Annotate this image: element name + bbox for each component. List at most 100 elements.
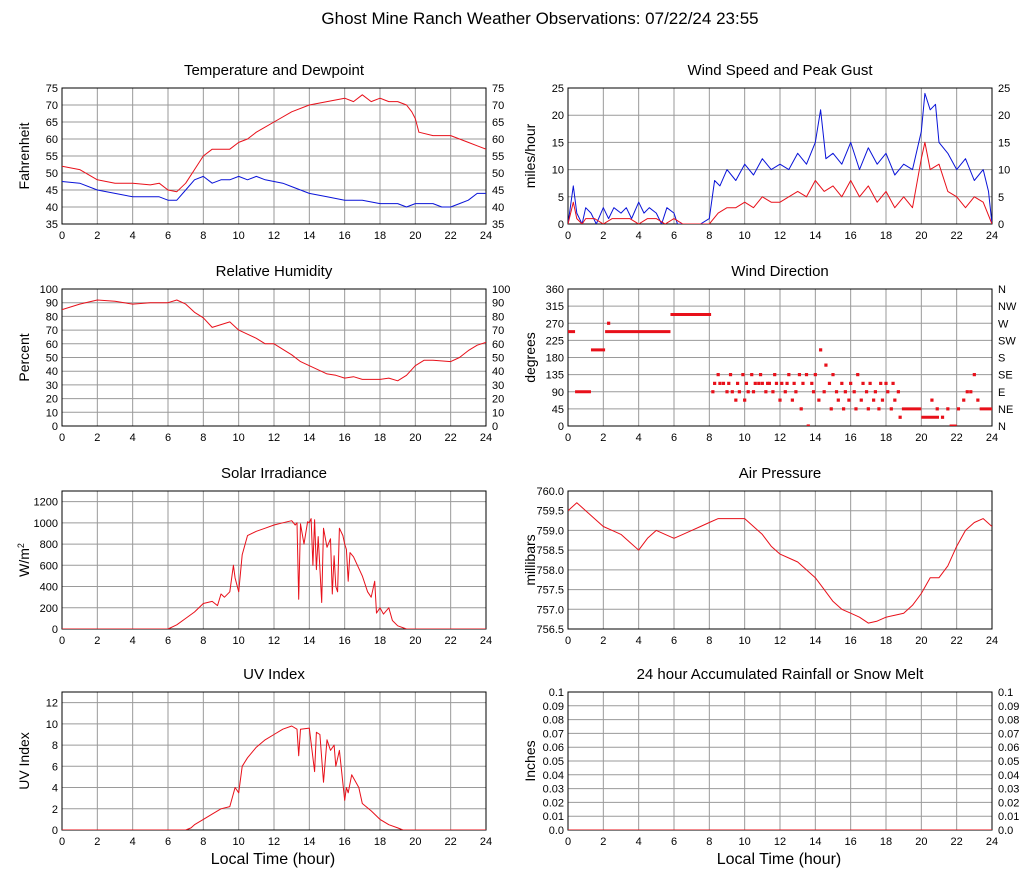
x-tick-label: 24 [480, 635, 492, 647]
x-tick-label: 2 [94, 635, 100, 647]
direction-point [753, 381, 757, 385]
x-tick-label: 2 [94, 836, 100, 848]
y-tick-label: 757.5 [536, 585, 564, 597]
y-tick-label: 0 [52, 421, 58, 433]
x-tick-label: 16 [845, 836, 857, 848]
y-axis-label-superscript: 2 [16, 543, 26, 548]
series-line [62, 175, 486, 208]
direction-point [713, 381, 717, 385]
y-tick-label: 25 [552, 83, 564, 95]
direction-point [886, 390, 890, 394]
x-tick-label: 18 [374, 230, 386, 242]
direction-point [864, 390, 869, 394]
y-tick-label-right: 55 [492, 151, 504, 163]
y-tick-label: 0 [52, 825, 58, 837]
direction-point [746, 390, 750, 394]
y-tick-label: 2 [52, 804, 58, 816]
y-tick-label: 135 [546, 370, 564, 382]
x-tick-label: 24 [986, 635, 998, 647]
y-tick-label: 1000 [34, 518, 58, 530]
y-tick-label: 0.05 [543, 756, 564, 768]
y-tick-label: 800 [40, 539, 58, 551]
direction-point [872, 398, 876, 402]
x-tick-label: 12 [774, 635, 786, 647]
y-tick-label: 75 [46, 83, 58, 95]
x-tick-label: 6 [165, 230, 171, 242]
y-tick-label-right: 0.09 [998, 701, 1019, 713]
direction-point [834, 390, 839, 394]
y-tick-label-right: 10 [492, 407, 504, 419]
chart-title: Wind Speed and Peak Gust [687, 62, 873, 79]
y-tick-label-right: 50 [492, 353, 504, 365]
direction-point [767, 381, 771, 385]
y-tick-label-right: 0 [492, 421, 498, 433]
chart-title: UV Index [243, 666, 305, 683]
x-tick-label: 0 [59, 836, 65, 848]
direction-point [889, 407, 893, 411]
y-tick-label-right: 75 [492, 83, 504, 95]
y-tick-label: 0.0 [549, 825, 564, 837]
series-line [568, 141, 992, 224]
x-tick-label: 16 [339, 230, 351, 242]
y-tick-label: 200 [40, 603, 58, 615]
y-tick-label-right: 90 [492, 298, 504, 310]
x-tick-label: 8 [200, 432, 206, 444]
direction-point [898, 415, 902, 419]
direction-point [831, 373, 835, 377]
y-tick-label: 0.09 [543, 701, 564, 713]
x-tick-label: 10 [739, 635, 751, 647]
x-tick-label: 24 [986, 432, 998, 444]
x-tick-label: 20 [409, 635, 421, 647]
x-tick-label: 22 [951, 432, 963, 444]
y-tick-label-right: NW [998, 301, 1017, 313]
y-tick-label: 70 [46, 325, 58, 337]
x-tick-label: 8 [200, 836, 206, 848]
y-tick-label-right: SW [998, 335, 1016, 347]
plot-frame [61, 490, 487, 630]
y-tick-label: 45 [46, 185, 58, 197]
y-tick-label-right: SE [998, 370, 1013, 382]
plot-area [62, 518, 486, 629]
y-tick-label: 20 [46, 394, 58, 406]
direction-point [737, 390, 741, 394]
x-tick-label: 2 [600, 230, 606, 242]
direction-point [806, 424, 810, 426]
direction-point [766, 381, 770, 385]
y-tick-label-right: 70 [492, 325, 504, 337]
y-tick-label: 20 [552, 110, 564, 122]
y-tick-label: 60 [46, 339, 58, 351]
direction-point [727, 381, 731, 385]
x-tick-label: 0 [565, 836, 571, 848]
x-tick-label: 0 [59, 230, 65, 242]
y-tick-label-right: 5 [998, 192, 1004, 204]
y-tick-label: 5 [558, 192, 564, 204]
direction-point [792, 381, 796, 385]
y-tick-label: 0 [558, 421, 564, 433]
x-tick-label: 2 [600, 635, 606, 647]
y-tick-label: 759.0 [536, 525, 564, 537]
direction-point [785, 381, 789, 385]
plot-frame [567, 490, 993, 630]
direction-point [725, 390, 729, 394]
plot-area [568, 92, 992, 224]
direction-point [774, 381, 779, 385]
direction-point [813, 373, 817, 377]
x-tick-label: 24 [986, 230, 998, 242]
plot-frame [61, 691, 487, 831]
direction-point [836, 398, 840, 402]
y-tick-label: 600 [40, 560, 58, 572]
y-tick-label: 60 [46, 134, 58, 146]
y-tick-label-right: 80 [492, 311, 504, 323]
x-tick-label: 20 [915, 432, 927, 444]
direction-point [873, 390, 877, 394]
direction-point [956, 407, 961, 411]
y-axis-label: millibars [522, 534, 538, 585]
y-tick-label: 10 [46, 407, 58, 419]
y-tick-label: 90 [552, 387, 564, 399]
direction-point [607, 321, 611, 325]
x-tick-label: 18 [880, 836, 892, 848]
